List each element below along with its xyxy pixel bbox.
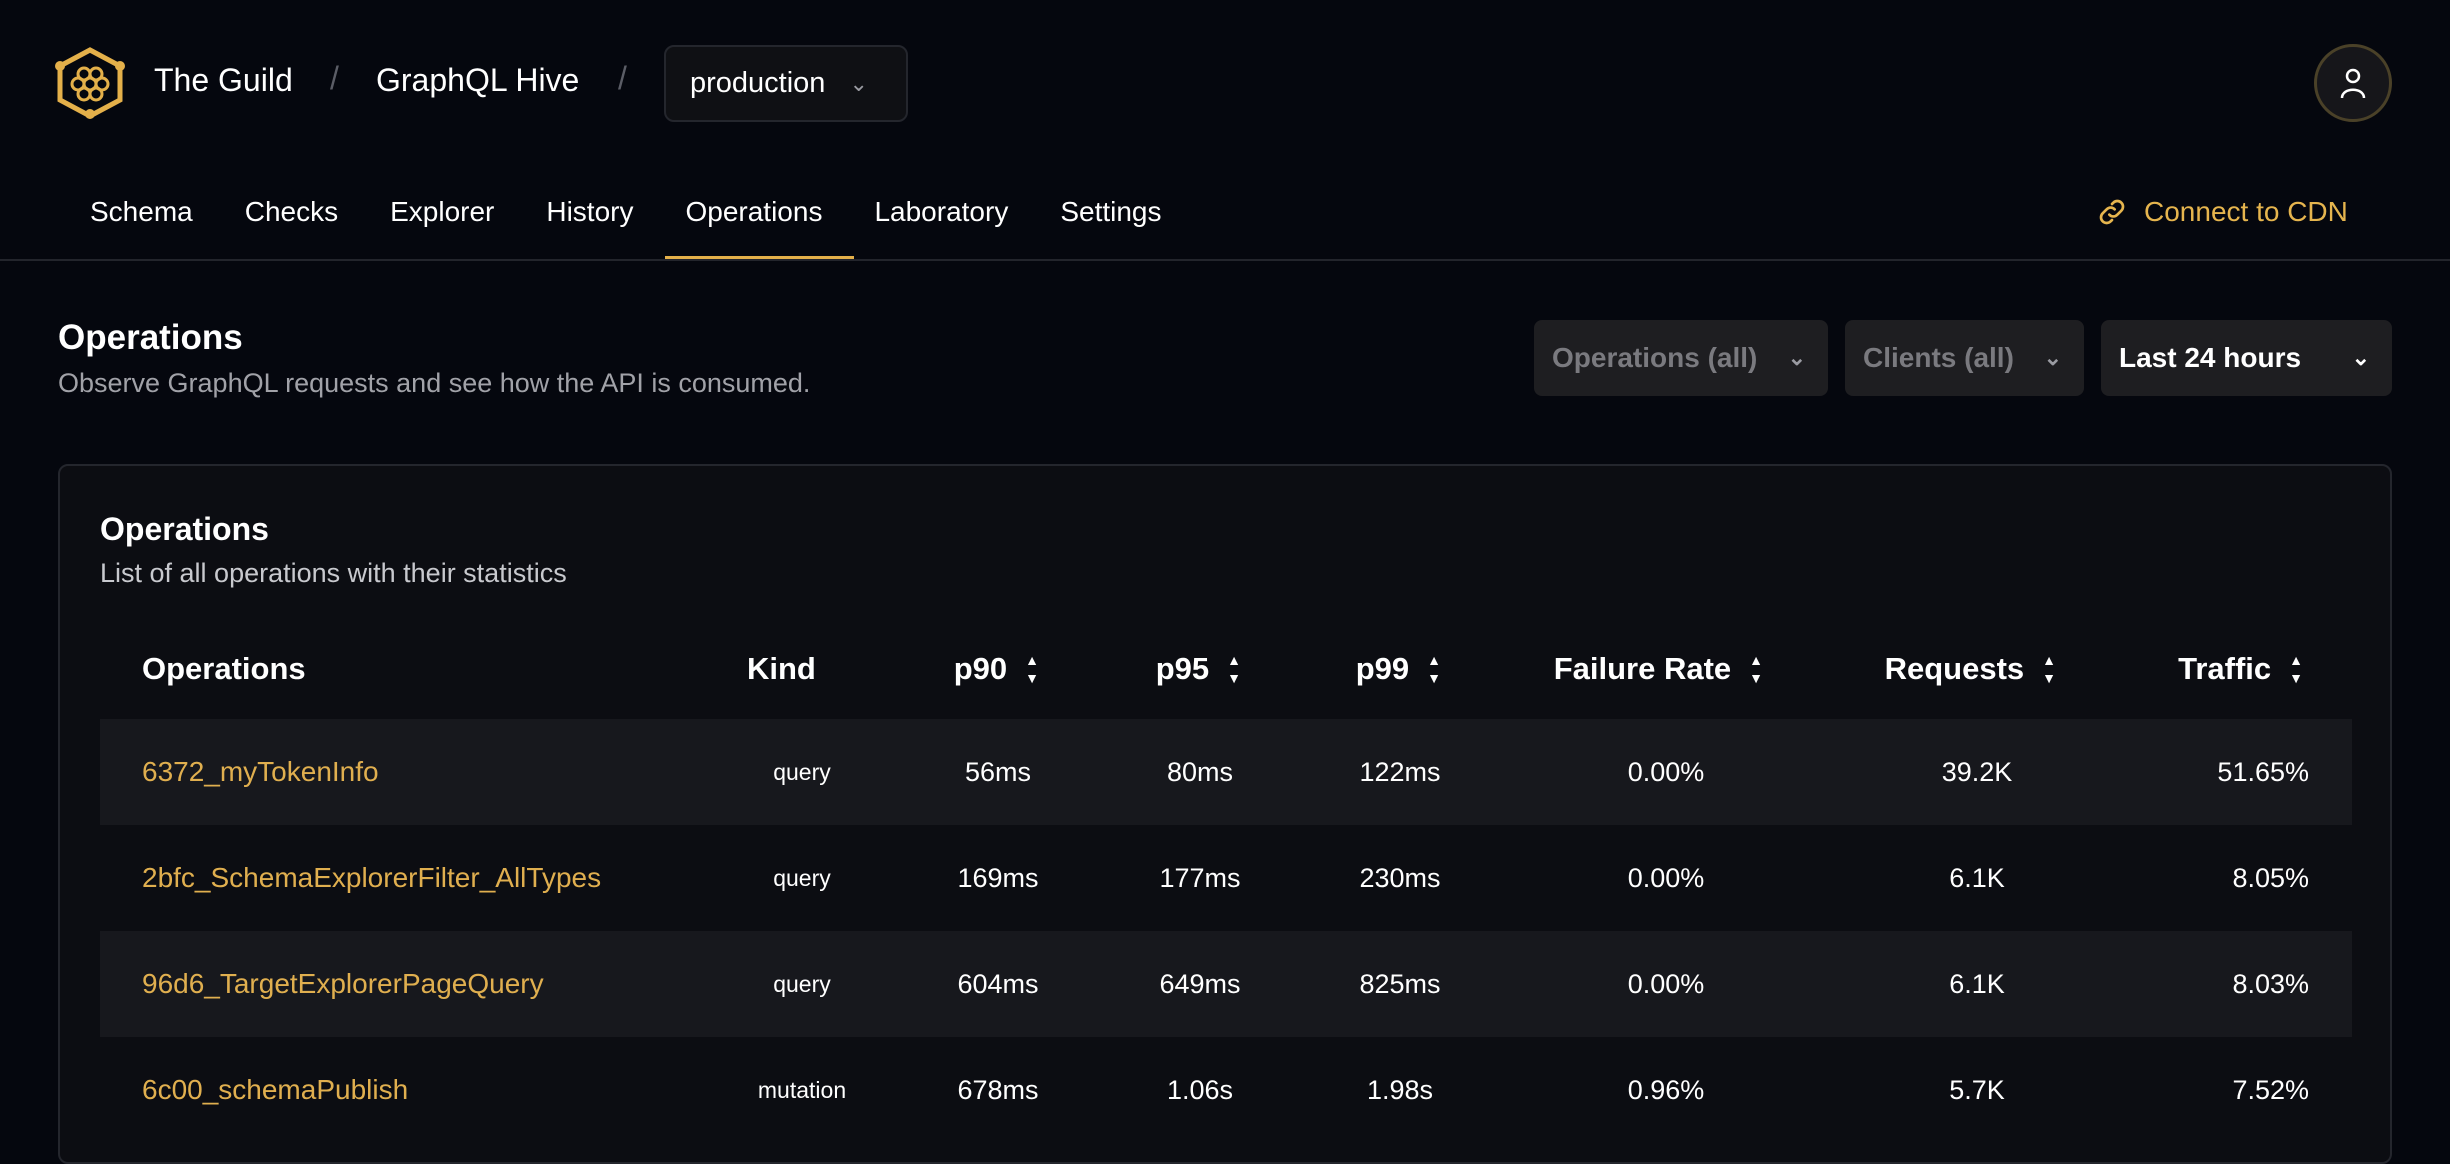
table-header: Operations Kind p90 ▲ ▼ p95 ▲ ▼ p99 ▲ ▼ Failur…: [100, 620, 2352, 718]
sort-icon[interactable]: ▲ ▼: [2042, 652, 2056, 686]
table-row[interactable]: 6c00_schemaPublish mutation 678ms 1.06s 1.98…: [100, 1037, 2352, 1143]
column-operations: Operations: [142, 651, 306, 686]
clients-filter[interactable]: Clients (all) ⌄: [1845, 320, 2084, 396]
page-subtitle: Observe GraphQL requests and see how the…: [58, 368, 811, 398]
user-avatar-button[interactable]: [2314, 44, 2392, 122]
tab-operations[interactable]: Operations: [665, 190, 855, 260]
requests-value: 39.2K: [1941, 756, 2013, 787]
tab-schema[interactable]: Schema: [90, 196, 193, 227]
chevron-down-icon: ⌄: [1787, 345, 1806, 370]
failure-rate-value: 0.00%: [1627, 756, 1705, 787]
p90-value: 169ms: [957, 862, 1039, 893]
p90-value: 678ms: [957, 1074, 1039, 1105]
tab-checks[interactable]: Checks: [244, 196, 339, 227]
sort-icon[interactable]: ▲ ▼: [1025, 652, 1039, 686]
sort-icon[interactable]: ▲ ▼: [2289, 652, 2303, 686]
p90-value: 604ms: [957, 968, 1039, 999]
chevron-down-icon: ⌄: [2351, 345, 2370, 370]
failure-rate-value: 0.96%: [1627, 1074, 1705, 1105]
tab-history[interactable]: History: [546, 196, 634, 227]
sort-icon[interactable]: ▲ ▼: [1749, 652, 1763, 686]
user-icon: [2340, 68, 2366, 99]
operation-link[interactable]: 6c00_schemaPublish: [142, 1074, 409, 1105]
p99-value: 230ms: [1359, 862, 1441, 893]
requests-value: 5.7K: [1949, 1074, 2005, 1105]
operation-kind: query: [773, 758, 831, 785]
operations-filter[interactable]: Operations (all) ⌄: [1534, 320, 1828, 396]
traffic-value: 8.03%: [2232, 968, 2309, 999]
chevron-down-icon: ⌄: [849, 70, 868, 96]
operation-kind: query: [773, 970, 831, 997]
operation-kind: mutation: [757, 1076, 847, 1103]
requests-value: 6.1K: [1949, 968, 2005, 999]
org-link[interactable]: The Guild: [154, 62, 293, 98]
chevron-down-icon: ⌄: [2043, 345, 2062, 370]
p99-value: 1.98s: [1366, 1074, 1434, 1105]
p99-value: 122ms: [1359, 756, 1441, 787]
p95-value: 177ms: [1159, 862, 1241, 893]
hive-logo-icon[interactable]: [54, 46, 126, 120]
breadcrumb-separator: /: [330, 60, 339, 96]
table-row[interactable]: 96d6_TargetExplorerPageQuery query 604ms 64…: [100, 931, 2352, 1037]
p95-value: 1.06s: [1166, 1074, 1234, 1105]
operation-link[interactable]: 2bfc_SchemaExplorerFilter_AllTypes: [142, 862, 602, 893]
tab-settings[interactable]: Settings: [1060, 196, 1162, 227]
breadcrumb-separator: /: [618, 60, 627, 96]
clients-filter-label: Clients (all): [1863, 342, 2014, 373]
connect-cdn-button[interactable]: Connect to CDN: [2096, 196, 2348, 228]
column-traffic[interactable]: Traffic ▲ ▼: [2178, 651, 2303, 686]
operation-link[interactable]: 6372_myTokenInfo: [142, 756, 379, 787]
operations-filter-label: Operations (all): [1552, 342, 1758, 373]
p99-value: 825ms: [1359, 968, 1441, 999]
requests-value: 6.1K: [1949, 862, 2005, 893]
sort-icon[interactable]: ▲ ▼: [1227, 652, 1241, 686]
column-p95[interactable]: p95 ▲ ▼: [1155, 651, 1241, 686]
column-p99[interactable]: p99 ▲ ▼: [1355, 651, 1441, 686]
operation-kind: query: [773, 864, 831, 891]
column-failure-rate[interactable]: Failure Rate ▲ ▼: [1553, 651, 1763, 686]
column-kind: Kind: [747, 651, 816, 686]
column-p90[interactable]: p90 ▲ ▼: [953, 651, 1039, 686]
operation-link[interactable]: 96d6_TargetExplorerPageQuery: [142, 968, 544, 999]
table-row[interactable]: 2bfc_SchemaExplorerFilter_AllTypes query 1…: [100, 825, 2352, 931]
period-selector[interactable]: Last 24 hours ⌄: [2101, 320, 2392, 396]
target-selector[interactable]: production ⌄: [664, 45, 908, 122]
tab-laboratory[interactable]: Laboratory: [874, 196, 1009, 227]
p95-value: 649ms: [1159, 968, 1241, 999]
page-title: Operations: [58, 318, 243, 357]
sort-icon[interactable]: ▲ ▼: [1427, 652, 1441, 686]
failure-rate-value: 0.00%: [1627, 968, 1705, 999]
link-icon: [2099, 199, 2125, 225]
p95-value: 80ms: [1166, 756, 1234, 787]
p90-value: 56ms: [964, 756, 1032, 787]
connect-cdn-label: Connect to CDN: [2144, 196, 2348, 227]
failure-rate-value: 0.00%: [1627, 862, 1705, 893]
period-label: Last 24 hours: [2119, 342, 2302, 373]
table-row[interactable]: 6372_myTokenInfo query 56ms 80ms 122ms 0.00% 3…: [100, 719, 2352, 825]
traffic-value: 7.52%: [2232, 1074, 2309, 1105]
tab-explorer[interactable]: Explorer: [390, 196, 495, 227]
project-link[interactable]: GraphQL Hive: [376, 62, 580, 98]
column-requests[interactable]: Requests ▲ ▼: [1884, 651, 2056, 686]
divider: [0, 259, 2450, 261]
traffic-value: 8.05%: [2232, 862, 2309, 893]
traffic-value: 51.65%: [2217, 756, 2309, 787]
tab-bar: Schema Checks Explorer History Operation…: [70, 190, 1194, 260]
target-label: production: [690, 67, 826, 99]
card-title: Operations: [100, 511, 269, 547]
card-subtitle: List of all operations with their statis…: [100, 558, 567, 588]
